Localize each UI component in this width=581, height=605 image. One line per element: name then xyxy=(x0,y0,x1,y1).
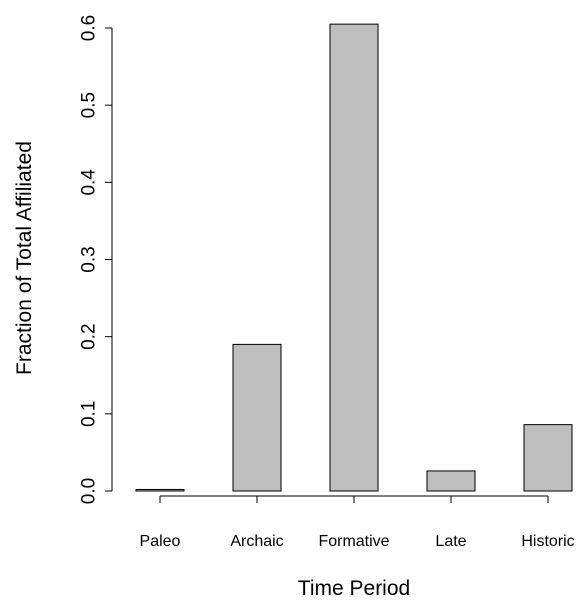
y-tick-label: 0.3 xyxy=(79,246,100,272)
bar-paleo xyxy=(135,488,185,492)
bars xyxy=(135,23,573,492)
x-tick-label: Archaic xyxy=(230,533,283,550)
x-tick-label: Historic xyxy=(521,533,574,550)
y-tick-label: 0.0 xyxy=(79,478,100,504)
y-tick-label: 0.6 xyxy=(79,15,100,41)
x-tick-label: Paleo xyxy=(140,533,181,550)
bar-archaic xyxy=(232,343,282,492)
y-tick-label: 0.5 xyxy=(79,92,100,118)
x-tick-label: Late xyxy=(435,533,466,550)
x-axis: Paleo Archaic Formative Late Historic xyxy=(140,495,575,550)
y-tick-label: 0.2 xyxy=(79,323,100,349)
y-axis: 0.0 0.1 0.2 0.3 0.4 0.5 0.6 xyxy=(79,15,113,504)
y-tick-label: 0.1 xyxy=(79,401,100,427)
bar-late xyxy=(426,470,476,492)
x-tick-label: Formative xyxy=(318,533,389,550)
y-tick-label: 0.4 xyxy=(79,169,100,196)
bar-historic xyxy=(523,424,573,492)
x-axis-title: Time Period xyxy=(298,577,410,600)
y-axis-title: Fraction of Total Affiliated xyxy=(13,141,36,375)
bar-formative xyxy=(329,23,379,492)
